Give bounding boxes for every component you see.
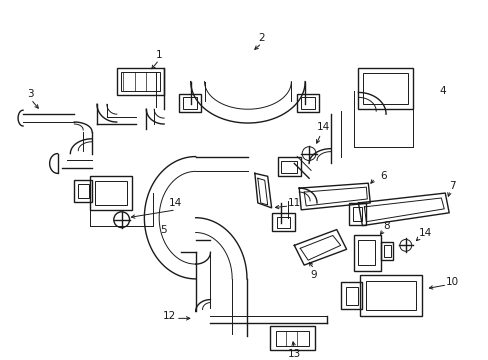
Bar [95,181,126,205]
Text: 13: 13 [287,349,300,359]
Text: 6: 6 [379,171,386,181]
Bar [78,184,89,198]
Text: 14: 14 [317,122,330,132]
Bar [345,287,358,305]
Text: 7: 7 [448,181,454,191]
Text: 2: 2 [258,33,264,43]
Bar [179,94,200,112]
Bar [276,217,290,228]
Text: 10: 10 [445,277,458,287]
Bar [366,281,415,310]
Bar [358,240,374,265]
Text: 11: 11 [287,198,300,208]
Bar [297,94,318,112]
Bar [301,97,314,109]
Text: 14: 14 [418,228,431,238]
Text: 8: 8 [382,221,388,231]
Bar [183,97,196,109]
Bar [277,157,301,176]
Text: 1: 1 [156,50,162,60]
Text: 4: 4 [438,86,445,96]
Bar [90,176,131,210]
Bar [121,72,160,91]
Bar [358,68,412,109]
Text: 3: 3 [27,89,34,99]
Text: 5: 5 [160,225,166,235]
Text: 9: 9 [310,270,317,280]
Bar [281,161,297,173]
Bar [360,275,421,316]
Bar [348,203,366,225]
Text: 12: 12 [162,311,175,321]
Bar [275,331,308,346]
Bar [340,282,362,310]
Bar [352,207,362,221]
Bar [269,326,314,350]
Bar [380,242,392,260]
Text: 14: 14 [169,198,182,208]
Bar [74,180,92,202]
Bar [383,246,390,257]
Bar [117,68,164,95]
Bar [353,235,380,271]
Bar [363,73,407,104]
Bar [271,213,295,230]
